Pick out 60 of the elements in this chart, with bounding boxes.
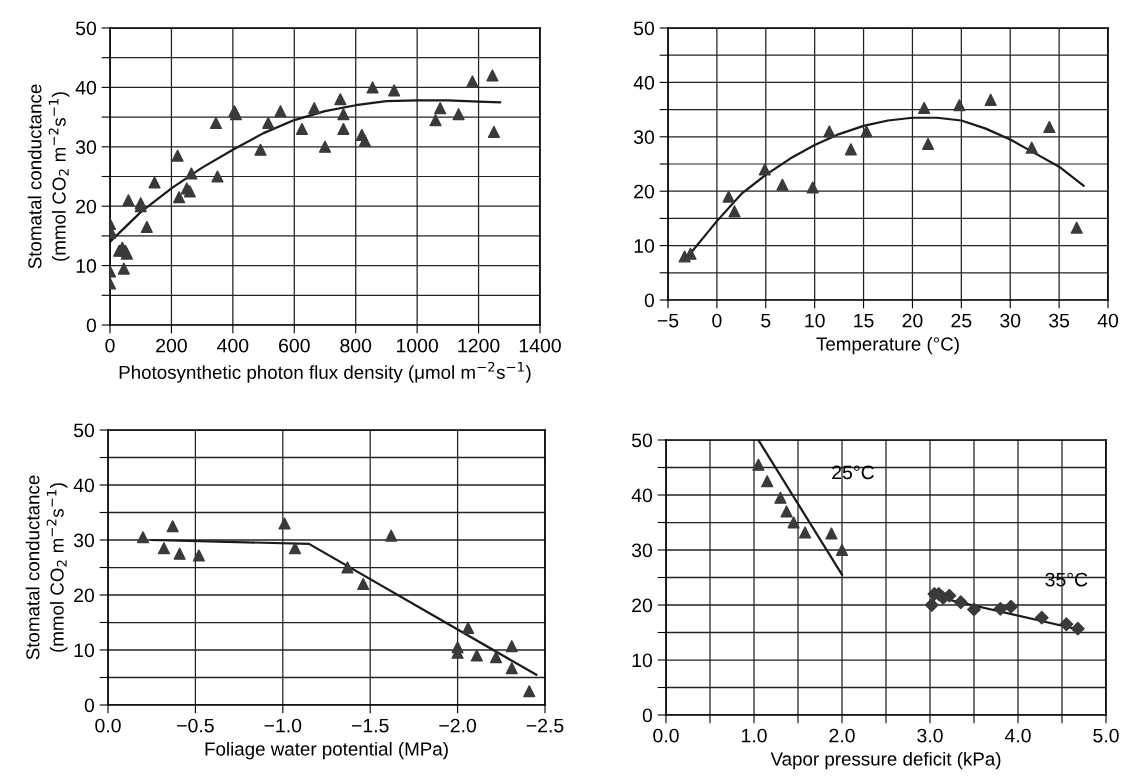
- y-tick-label: 40: [631, 488, 653, 503]
- x-tick-label: 400: [217, 338, 249, 353]
- x-axis-title: Photosynthetic photon flux density (μmol m$^{−2}$s$^{−1}$): [119, 361, 531, 383]
- y-tick-label: 50: [73, 423, 95, 438]
- text: 25°C: [832, 465, 874, 480]
- x-tick-label: 800: [340, 338, 372, 353]
- y-tick-label: 50: [75, 21, 97, 36]
- x-tick-label: 4.0: [1004, 728, 1031, 743]
- x-tick-label: 0.0: [95, 718, 121, 733]
- x-tick-label: 200: [156, 338, 187, 353]
- x-tick-label: 1200: [458, 338, 500, 353]
- x-tick-label: 0.0: [653, 728, 679, 743]
- x-tick-label: −1.5: [351, 718, 389, 733]
- y-tick-label: 0: [642, 708, 653, 723]
- y-tick-label: 10: [74, 643, 95, 658]
- x-tick-label: 0: [712, 313, 722, 328]
- y-tick-label: 30: [631, 543, 653, 558]
- x-tick-label: 0: [105, 338, 115, 353]
- x-tick-label: 600: [279, 338, 310, 353]
- x-tick-label: 15: [854, 313, 874, 328]
- x-tick-label: 20: [902, 313, 923, 328]
- y-tick-label: 0: [84, 698, 95, 713]
- x-tick-label: −2.0: [439, 718, 477, 733]
- y-tick-label: 10: [632, 653, 653, 668]
- x-axis-title: Temperature (°C): [816, 336, 959, 355]
- y-axis-title: Stomatal conductance (mmol CO$_{2}$ m$^{−2}$s$^{−1}$): [27, 84, 70, 269]
- x-tick-label: 2.0: [829, 728, 855, 743]
- x-axis-title: Foliage water potential (MPa): [205, 741, 448, 760]
- x-tick-label: 40: [1097, 313, 1119, 328]
- x-tick-label: 5.0: [1093, 728, 1119, 743]
- x-tick-label: 30: [1000, 313, 1021, 328]
- x-tick-label: −1.0: [264, 718, 302, 733]
- y-tick-label: 20: [634, 184, 655, 199]
- y-axis-title: Stomatal conductance (mmol CO$_{2}$ m$^{−2}$s$^{−1}$): [25, 475, 68, 660]
- x-tick-label: 35: [1049, 313, 1070, 328]
- y-tick-label: 40: [75, 80, 97, 95]
- x-tick-label: 3.0: [917, 728, 943, 743]
- y-tick-label: 50: [631, 433, 653, 448]
- y-tick-label: 10: [634, 239, 655, 253]
- y-tick-label: 40: [633, 75, 655, 90]
- y-tick-label: 20: [76, 199, 97, 214]
- x-tick-label: −2.5: [526, 718, 564, 733]
- x-axis-title: Vapor pressure deficit (kPa): [770, 751, 1001, 770]
- y-tick-label: 20: [74, 588, 95, 603]
- x-tick-label: −0.5: [177, 718, 214, 733]
- x-tick-label: 10: [805, 313, 825, 328]
- x-tick-label: 1000: [397, 338, 439, 353]
- y-tick-label: 30: [633, 130, 655, 145]
- x-tick-label: 25: [951, 313, 972, 328]
- y-tick-label: 30: [75, 140, 97, 155]
- y-tick-label: 10: [76, 259, 97, 273]
- y-tick-label: 50: [633, 21, 655, 36]
- x-tick-label: −5: [657, 313, 679, 328]
- x-tick-label: 1400: [519, 338, 561, 353]
- y-tick-label: 30: [73, 533, 95, 548]
- y-tick-label: 20: [632, 598, 653, 613]
- x-tick-label: 5: [761, 313, 771, 328]
- y-tick-label: 0: [644, 293, 655, 308]
- x-tick-label: 1.0: [741, 728, 767, 743]
- y-tick-label: 40: [73, 478, 95, 493]
